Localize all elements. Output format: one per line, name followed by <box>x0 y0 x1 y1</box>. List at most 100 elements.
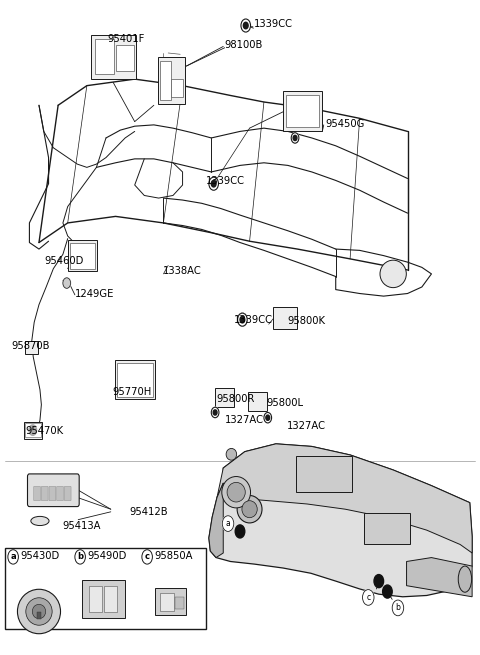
Ellipse shape <box>226 449 237 460</box>
Polygon shape <box>407 557 472 597</box>
Bar <box>273 307 298 329</box>
Bar <box>297 457 351 492</box>
Bar <box>215 388 234 407</box>
Ellipse shape <box>380 260 406 288</box>
Text: 1249GE: 1249GE <box>75 288 114 299</box>
Text: 95430D: 95430D <box>21 552 60 561</box>
Bar <box>68 240 97 271</box>
Bar <box>95 39 114 74</box>
Bar <box>104 586 118 612</box>
Circle shape <box>392 600 404 616</box>
Text: 1339CC: 1339CC <box>254 19 293 29</box>
Bar <box>159 593 174 611</box>
Text: 95770H: 95770H <box>113 386 152 396</box>
Bar <box>248 392 267 411</box>
Text: 98100B: 98100B <box>225 40 263 50</box>
Bar <box>91 35 136 79</box>
Bar <box>116 45 134 71</box>
Bar <box>160 61 170 100</box>
Bar <box>170 79 183 98</box>
Ellipse shape <box>222 477 251 508</box>
Circle shape <box>142 550 153 564</box>
Circle shape <box>266 415 270 421</box>
Text: c: c <box>366 593 371 602</box>
Text: 95401F: 95401F <box>107 33 144 44</box>
Bar <box>283 91 323 132</box>
FancyBboxPatch shape <box>34 486 40 500</box>
Circle shape <box>211 180 216 187</box>
Circle shape <box>211 407 219 418</box>
Bar <box>24 341 38 354</box>
Bar <box>82 580 125 618</box>
Bar <box>5 548 206 629</box>
Text: 95800R: 95800R <box>216 394 254 404</box>
Text: a: a <box>226 519 230 528</box>
Circle shape <box>291 133 299 143</box>
Circle shape <box>75 550 85 564</box>
Circle shape <box>264 413 272 423</box>
Text: 95412B: 95412B <box>129 507 168 517</box>
Text: b: b <box>77 552 83 561</box>
Circle shape <box>235 525 245 538</box>
Text: 1327AC: 1327AC <box>287 421 326 430</box>
FancyBboxPatch shape <box>27 474 79 506</box>
Ellipse shape <box>31 516 49 525</box>
Circle shape <box>238 313 247 326</box>
Bar <box>175 597 184 608</box>
Bar <box>115 360 156 400</box>
FancyBboxPatch shape <box>41 486 48 500</box>
Bar <box>117 363 153 397</box>
Polygon shape <box>209 444 472 597</box>
Text: 95413A: 95413A <box>62 521 100 531</box>
Circle shape <box>213 410 217 415</box>
Circle shape <box>362 590 374 605</box>
Circle shape <box>374 574 384 588</box>
FancyBboxPatch shape <box>64 486 71 500</box>
Text: 95800L: 95800L <box>267 398 304 408</box>
Ellipse shape <box>32 605 46 619</box>
Circle shape <box>238 313 247 326</box>
Text: 95870B: 95870B <box>11 341 50 351</box>
Text: 1339CC: 1339CC <box>234 314 273 325</box>
Text: 95460D: 95460D <box>45 256 84 266</box>
FancyBboxPatch shape <box>49 486 56 500</box>
Ellipse shape <box>227 482 245 502</box>
Bar <box>89 586 102 612</box>
Text: a: a <box>11 552 16 561</box>
Circle shape <box>383 585 392 598</box>
Text: 95800K: 95800K <box>287 316 325 326</box>
Text: 95450G: 95450G <box>325 119 365 128</box>
Text: 1327AC: 1327AC <box>225 415 264 425</box>
Ellipse shape <box>458 566 472 592</box>
Text: 1339CC: 1339CC <box>205 176 244 186</box>
Ellipse shape <box>26 598 52 626</box>
Circle shape <box>293 136 297 141</box>
Circle shape <box>240 316 245 323</box>
Ellipse shape <box>17 590 60 634</box>
Text: c: c <box>144 552 150 561</box>
Bar <box>37 612 41 619</box>
Circle shape <box>241 19 251 32</box>
Circle shape <box>8 550 18 564</box>
Bar <box>155 588 186 615</box>
Circle shape <box>209 177 218 190</box>
Bar <box>24 422 42 439</box>
Text: 95470K: 95470K <box>25 426 64 436</box>
Circle shape <box>63 278 71 288</box>
Circle shape <box>29 425 36 436</box>
Text: 1338AC: 1338AC <box>162 266 201 276</box>
Text: 95490D: 95490D <box>88 552 127 561</box>
Polygon shape <box>209 483 223 557</box>
Text: b: b <box>396 603 400 612</box>
FancyBboxPatch shape <box>57 486 63 500</box>
Bar <box>364 513 410 544</box>
Bar <box>286 95 320 128</box>
Ellipse shape <box>237 495 262 523</box>
Circle shape <box>222 515 234 531</box>
Bar <box>70 242 95 269</box>
Ellipse shape <box>242 500 257 517</box>
Bar <box>157 57 185 104</box>
Bar <box>24 423 41 438</box>
Text: 95850A: 95850A <box>155 552 193 561</box>
Circle shape <box>240 316 245 323</box>
